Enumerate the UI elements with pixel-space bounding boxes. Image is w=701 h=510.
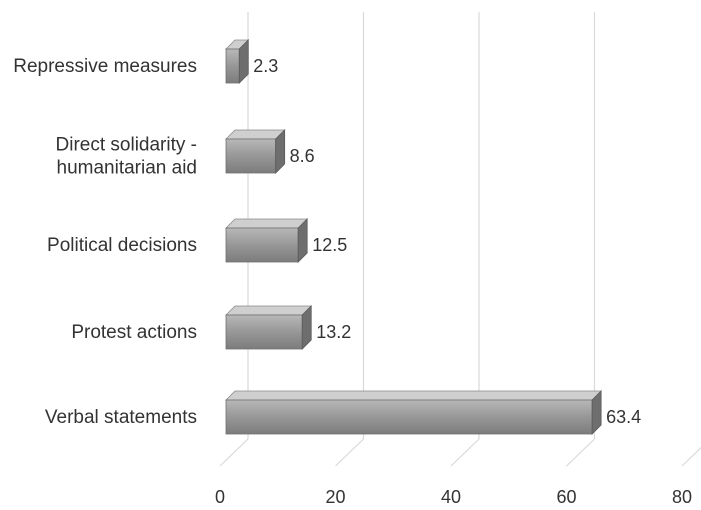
floor-gridline: [219, 438, 249, 467]
category-label: Political decisions: [47, 235, 197, 256]
floor-gridline: [566, 438, 595, 467]
bar-top-face: [225, 218, 309, 229]
bar-end-face: [591, 390, 602, 435]
data-label: 2.3: [253, 56, 278, 76]
x-tick-label: 60: [556, 487, 576, 507]
floor-gridline: [681, 446, 701, 467]
bar-top-face: [225, 305, 313, 316]
x-tick-label: 40: [441, 487, 461, 507]
category-label-line: Direct solidarity -: [56, 135, 197, 156]
labels: 0 20 40 60 80 2.3 Repressive measures 8.6 Direct…: [13, 56, 692, 507]
bar: [225, 305, 313, 350]
bar: [225, 129, 286, 174]
bar-front-face: [225, 314, 303, 350]
bar-front-face: [225, 227, 299, 263]
x-tick-label: 0: [215, 487, 225, 507]
bar-front-face: [225, 138, 277, 174]
bar-end-face: [238, 39, 249, 84]
data-label: 13.2: [316, 322, 351, 342]
bar-front-face: [225, 399, 593, 435]
bar: [225, 218, 309, 263]
bar-end-face: [301, 305, 312, 350]
bar-end-face: [275, 129, 286, 174]
data-label: 8.6: [290, 146, 315, 166]
bars: [225, 39, 603, 435]
category-label-line: Verbal statements: [45, 407, 197, 428]
category-label-line: humanitarian aid: [57, 158, 197, 179]
x-tick-label: 20: [325, 487, 345, 507]
bar: [225, 39, 250, 84]
category-label: Protest actions: [71, 322, 197, 343]
data-label: 12.5: [312, 235, 347, 255]
category-label: Verbal statements: [45, 407, 197, 428]
category-label: Direct solidarity -humanitarian aid: [56, 135, 197, 179]
x-tick-label: 80: [672, 487, 692, 507]
floor-gridline: [335, 438, 364, 467]
bar: [225, 390, 603, 435]
bar-end-face: [297, 218, 308, 263]
category-label-line: Repressive measures: [13, 56, 197, 77]
data-label: 63.4: [606, 407, 641, 427]
bar-top-face: [225, 129, 286, 140]
category-label-line: Political decisions: [47, 235, 197, 256]
category-label-line: Protest actions: [71, 322, 197, 343]
floor-gridline: [450, 438, 480, 467]
bar-front-face: [225, 48, 240, 84]
bar-top-face: [225, 390, 603, 401]
category-label: Repressive measures: [13, 56, 197, 77]
